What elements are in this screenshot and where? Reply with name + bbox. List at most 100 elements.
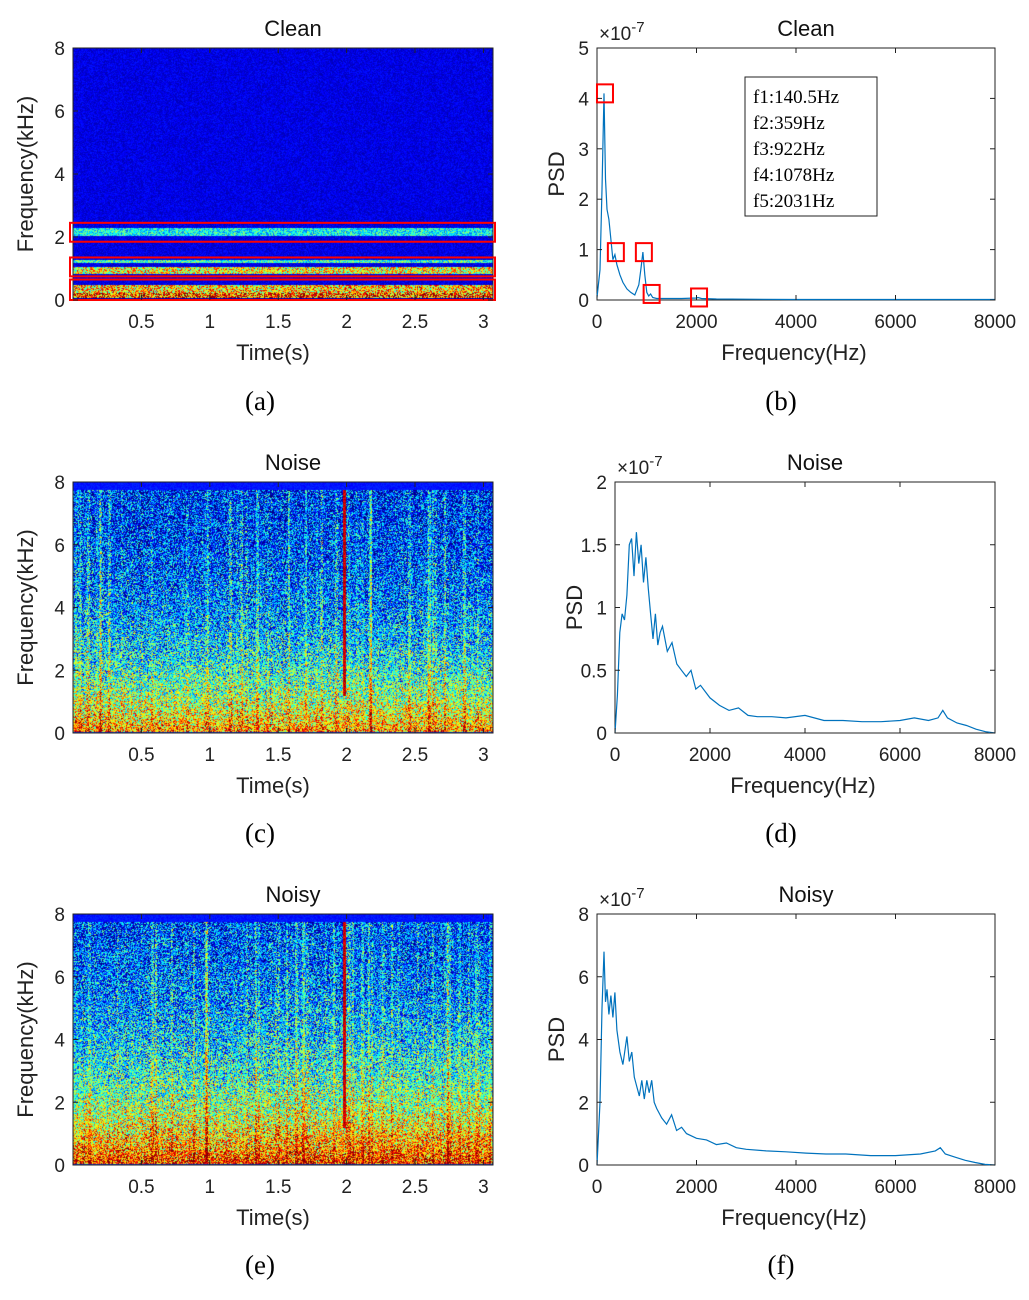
y-tick-label: 8: [54, 905, 65, 926]
x-tick-label: 8000: [974, 745, 1016, 766]
x-tick-label: 4000: [784, 745, 826, 766]
psd-series-line: [614, 532, 996, 734]
x-tick-label: 2.5: [402, 312, 428, 333]
panel-title: Clean: [777, 16, 834, 41]
x-axis-label: Frequency(Hz): [730, 773, 875, 798]
psd-panel: f1:140.5Hz f2:359Hz f3:922Hz f4:1078Hz f5:20…: [544, 16, 1016, 416]
axis-multiplier: ×10-7: [599, 885, 645, 911]
y-tick-label: 3: [578, 140, 589, 161]
x-tick-label: 3: [478, 1177, 489, 1198]
x-tick-label: 1.5: [265, 1177, 291, 1198]
y-tick-label: 2: [54, 1093, 65, 1114]
x-tick-label: 2.5: [402, 1177, 428, 1198]
peak-legend-entry: f2:359Hz: [753, 113, 825, 134]
band-highlight-box: [69, 256, 496, 278]
x-tick-label: 3: [478, 745, 489, 766]
band-highlight-box: [69, 221, 496, 243]
y-axis-label: PSD: [544, 151, 569, 196]
spectrogram-panel: 0.5 1 1.5 2 2.5 3 0 2 4 6 8 Noisy Time(s) Frequency(k…: [13, 882, 494, 1280]
spectrogram-image: [73, 482, 493, 733]
panel-title: Noise: [787, 450, 843, 475]
x-tick-label: 6000: [874, 312, 916, 333]
plot-frame: [596, 913, 996, 1166]
y-tick-label: 1: [596, 599, 607, 620]
peak-legend-entry: f4:1078Hz: [753, 165, 834, 186]
x-axis-label: Time(s): [236, 773, 310, 798]
y-tick-label: 0: [596, 724, 607, 745]
axis-multiplier: ×10-7: [617, 453, 663, 479]
y-tick-label: 6: [54, 102, 65, 123]
x-tick-label: 8000: [974, 1177, 1016, 1198]
x-axis-label: Time(s): [236, 340, 310, 365]
peak-marker-box: [690, 287, 709, 308]
x-axis-label: Frequency(Hz): [721, 340, 866, 365]
x-axis-label: Time(s): [236, 1205, 310, 1230]
y-axis-label: PSD: [562, 585, 587, 630]
x-tick-label: 8000: [974, 312, 1016, 333]
psd-panel: ×10-7 0 2000 4000 6000 8000 0 2 4 6 8 Noisy Frequenc…: [544, 882, 1016, 1280]
y-tick-label: 8: [54, 39, 65, 60]
y-axis-label: Frequency(kHz): [13, 961, 38, 1117]
y-tick-label: 8: [54, 473, 65, 494]
psd-series-line: [596, 951, 996, 1166]
y-tick-label: 2: [578, 190, 589, 211]
peak-legend-box: [744, 76, 878, 217]
x-tick-label: 2: [341, 312, 352, 333]
peak-legend-entry: f3:922Hz: [753, 139, 825, 160]
x-tick-label: 2000: [675, 1177, 717, 1198]
y-tick-label: 6: [578, 968, 589, 989]
x-tick-label: 0.5: [128, 1177, 154, 1198]
y-tick-label: 6: [54, 536, 65, 557]
y-tick-label: 5: [578, 39, 589, 60]
panel-caption: (a): [245, 386, 275, 416]
peak-legend-entry: f5:2031Hz: [753, 191, 834, 212]
y-tick-label: 2: [54, 228, 65, 249]
x-axis-label: Frequency(Hz): [721, 1205, 866, 1230]
psd-series-line: [596, 93, 995, 301]
spectrogram-panel: 0.5 1 1.5 2 2.5 3 0 2 4 6 8 Noise Time(s) Frequency(k…: [13, 450, 494, 848]
y-tick-label: 6: [54, 968, 65, 989]
x-tick-label: 4000: [775, 312, 817, 333]
y-tick-label: 1: [578, 241, 589, 262]
y-tick-label: 0.5: [581, 661, 607, 682]
panel-caption: (d): [765, 818, 796, 848]
panel-caption: (b): [765, 386, 796, 416]
y-tick-label: 0: [578, 291, 589, 312]
spectrogram-image: [73, 914, 493, 1165]
x-tick-label: 1: [205, 745, 216, 766]
y-tick-label: 0: [54, 724, 65, 745]
y-tick-label: 0: [54, 1156, 65, 1177]
x-tick-label: 2.5: [402, 745, 428, 766]
x-tick-label: 4000: [775, 1177, 817, 1198]
peak-legend-entry: f1:140.5Hz: [753, 87, 839, 108]
x-tick-label: 3: [478, 312, 489, 333]
y-tick-label: 2: [54, 661, 65, 682]
y-axis-label: Frequency(kHz): [13, 529, 38, 685]
peak-marker-box: [595, 83, 614, 104]
y-tick-label: 4: [54, 165, 65, 186]
panel-title: Noisy: [265, 882, 320, 907]
x-tick-label: 0: [610, 745, 621, 766]
y-tick-label: 8: [578, 905, 589, 926]
x-tick-label: 0.5: [128, 745, 154, 766]
axis-multiplier: ×10-7: [599, 19, 645, 45]
y-tick-label: 2: [578, 1093, 589, 1114]
panel-title: Clean: [264, 16, 321, 41]
x-tick-label: 2000: [675, 312, 717, 333]
band-highlight-box: [69, 278, 496, 301]
y-axis-label: PSD: [544, 1017, 569, 1062]
peak-marker-box: [606, 242, 625, 263]
y-tick-label: 1.5: [581, 536, 607, 557]
x-tick-label: 6000: [879, 745, 921, 766]
y-axis-label: Frequency(kHz): [13, 96, 38, 252]
y-tick-label: 4: [54, 599, 65, 620]
x-tick-label: 0: [592, 312, 603, 333]
panel-title: Noisy: [778, 882, 833, 907]
panel-caption: (f): [768, 1250, 795, 1280]
panel-title: Noise: [265, 450, 321, 475]
peak-marker-box: [642, 283, 661, 304]
x-tick-label: 2: [341, 745, 352, 766]
panel-caption: (e): [245, 1250, 275, 1280]
x-tick-label: 0: [592, 1177, 603, 1198]
